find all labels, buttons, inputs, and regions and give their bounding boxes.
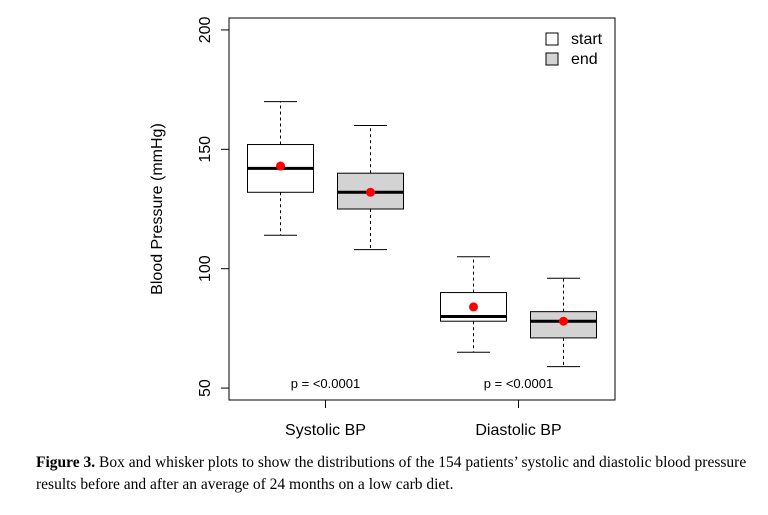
figure-caption: Figure 3. Box and whisker plots to show … [36, 452, 748, 496]
box-start-0 [247, 101, 314, 236]
annotations: p = <0.0001 p = <0.0001 [291, 376, 553, 391]
x-tick-label: Diastolic BP [475, 422, 561, 439]
y-tick-label: 100 [197, 255, 214, 282]
y-tick-label: 150 [197, 136, 214, 163]
y-axis: 50 100 150 200 [197, 16, 229, 397]
p-value-label: p = <0.0001 [484, 376, 553, 391]
plot-frame [228, 17, 616, 401]
legend-label: start [571, 31, 603, 48]
mean-point [559, 316, 568, 326]
x-axis: Systolic BP Diastolic BP [285, 400, 562, 439]
x-tick-label: Systolic BP [285, 422, 366, 439]
p-value-label: p = <0.0001 [291, 376, 360, 391]
y-axis-label: Blood Pressure (mmHg) [149, 123, 166, 295]
y-tick-label: 50 [197, 379, 214, 397]
box-plot-chart: 50 100 150 200 Systolic BP Diastolic BP p = … [149, 16, 616, 439]
y-tick-label: 200 [197, 16, 214, 43]
caption-text: Box and whisker plots to show the distri… [36, 454, 747, 493]
legend-label: end [571, 51, 598, 68]
mean-point [366, 187, 375, 197]
legend: start end [545, 31, 603, 68]
box-start-1 [440, 256, 507, 353]
legend-swatch-start [545, 32, 559, 46]
box-end-0 [337, 124, 404, 251]
mean-point [276, 161, 285, 171]
caption-label: Figure 3. [36, 454, 96, 471]
legend-swatch-end [545, 52, 559, 66]
mean-point [469, 302, 478, 312]
boxes [247, 101, 597, 368]
box-end-1 [530, 277, 597, 368]
